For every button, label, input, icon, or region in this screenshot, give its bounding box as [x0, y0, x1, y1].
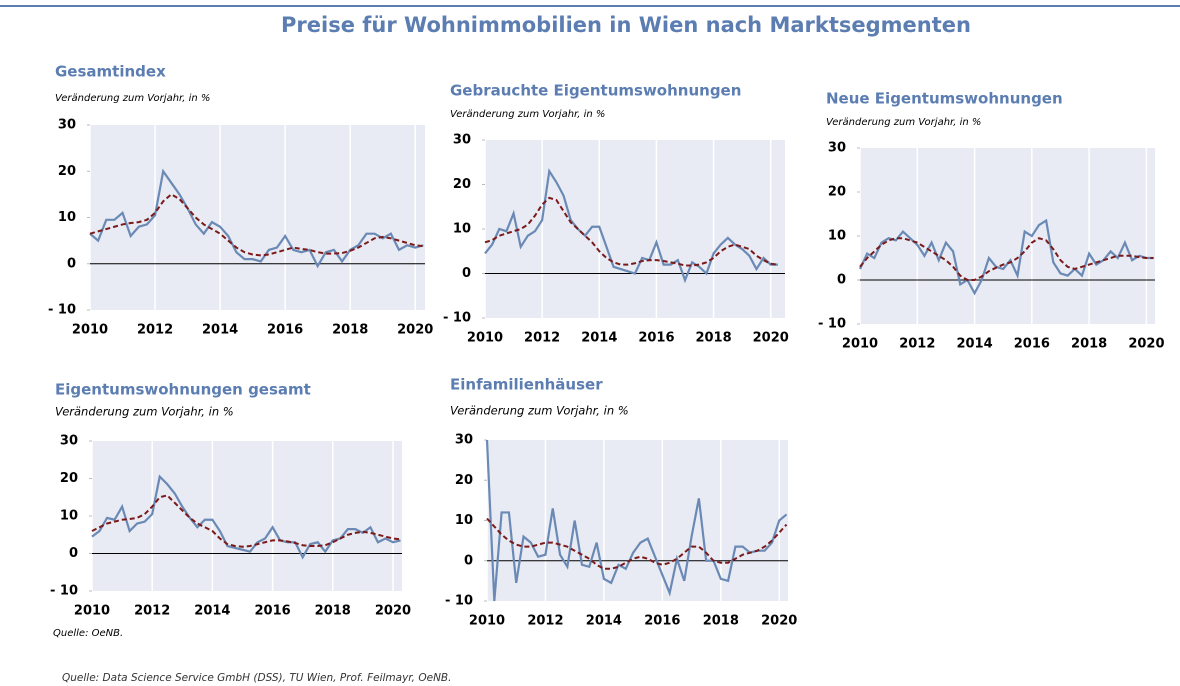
plot-area: [860, 148, 1155, 324]
data-line: [484, 168, 778, 284]
x-tick-label: 2010: [467, 331, 503, 346]
y-tick-label: 30: [455, 433, 473, 448]
trend-line: [91, 494, 401, 548]
y-tick-label: 20: [60, 471, 78, 486]
trend-line: [89, 193, 424, 257]
x-tick-label: 2010: [72, 323, 108, 338]
x-tick-label: 2010: [469, 614, 505, 629]
chart-subtitle: Veränderung zum Vorjahr, in %: [450, 404, 629, 418]
chart-title: Einfamilienhäuser: [450, 376, 603, 394]
x-tick-label: 2018: [703, 614, 739, 629]
y-tick-label: 30: [58, 118, 76, 133]
y-tick-label: - 10: [443, 311, 471, 326]
y-tick-label: 10: [60, 509, 78, 524]
x-tick-label: 2016: [1014, 337, 1050, 352]
x-tick-label: 2010: [842, 337, 878, 352]
y-tick-label: 30: [828, 141, 846, 156]
chart-title: Eigentumswohnungen gesamt: [55, 381, 311, 399]
chart-subtitle: Veränderung zum Vorjahr, in %: [55, 93, 210, 104]
x-tick-label: 2014: [956, 337, 992, 352]
main-title: Preise für Wohnimmobilien in Wien nach M…: [281, 13, 971, 37]
y-tick-label: - 10: [48, 303, 76, 318]
y-tick-label: 10: [455, 513, 473, 528]
x-tick-label: 2018: [1071, 337, 1107, 352]
y-tick-label: - 10: [445, 594, 473, 609]
x-tick-label: 2014: [202, 323, 238, 338]
x-tick-label: 2020: [397, 323, 433, 338]
x-tick-label: 2018: [695, 331, 731, 346]
y-tick-label: 0: [67, 256, 76, 271]
x-tick-label: 2016: [267, 323, 303, 338]
x-tick-label: 2012: [137, 323, 173, 338]
plot-area: [92, 441, 402, 591]
x-tick-label: 2012: [527, 614, 563, 629]
chart-subtitle: Veränderung zum Vorjahr, in %: [826, 117, 981, 128]
y-tick-label: 20: [455, 473, 473, 488]
chart-title: Neue Eigentumswohnungen: [826, 90, 1063, 108]
y-tick-label: 10: [453, 222, 471, 237]
x-tick-label: 2016: [638, 331, 674, 346]
trend-line: [859, 237, 1154, 281]
x-tick-label: 2012: [134, 604, 170, 619]
x-tick-label: 2012: [899, 337, 935, 352]
data-line: [91, 474, 401, 560]
x-tick-label: 2012: [524, 331, 560, 346]
x-tick-label: 2018: [315, 604, 351, 619]
y-tick-label: 0: [837, 273, 846, 288]
chart-subtitle: Veränderung zum Vorjahr, in %: [450, 109, 605, 120]
y-tick-label: 30: [453, 133, 471, 148]
y-tick-label: 0: [464, 553, 473, 568]
x-tick-label: 2020: [375, 604, 411, 619]
y-tick-label: - 10: [50, 584, 78, 599]
data-line: [89, 168, 424, 269]
chart-title: Gebrauchte Eigentumswohnungen: [450, 82, 741, 100]
y-tick-label: 20: [453, 177, 471, 192]
trend-line: [486, 517, 788, 570]
y-tick-label: 10: [58, 210, 76, 225]
chart-source: Quelle: OeNB.: [53, 628, 123, 639]
y-tick-label: 20: [58, 164, 76, 179]
source: Quelle: Data Science Service GmbH (DSS),…: [62, 672, 451, 684]
trend-line: [484, 196, 778, 267]
x-tick-label: 2020: [1128, 337, 1164, 352]
chart-subtitle: Veränderung zum Vorjahr, in %: [55, 405, 234, 419]
x-tick-label: 2018: [332, 323, 368, 338]
x-tick-label: 2020: [761, 614, 797, 629]
x-tick-label: 2014: [586, 614, 622, 629]
y-tick-label: 30: [60, 434, 78, 449]
x-tick-label: 2016: [254, 604, 290, 619]
x-tick-label: 2010: [74, 604, 110, 619]
plot-area: [487, 440, 788, 601]
x-tick-label: 2020: [753, 331, 789, 346]
y-tick-label: 0: [462, 266, 471, 281]
y-tick-label: 20: [828, 185, 846, 200]
data-line: [859, 218, 1154, 296]
plot-area: [90, 125, 425, 310]
y-tick-label: 10: [828, 229, 846, 244]
chart-title: Gesamtindex: [55, 63, 166, 81]
data-line: [485, 439, 788, 602]
x-tick-label: 2014: [581, 331, 617, 346]
y-tick-label: - 10: [818, 317, 846, 332]
x-tick-label: 2014: [194, 604, 230, 619]
x-tick-label: 2016: [644, 614, 680, 629]
plot-area: [485, 140, 785, 318]
y-tick-label: 0: [69, 546, 78, 561]
